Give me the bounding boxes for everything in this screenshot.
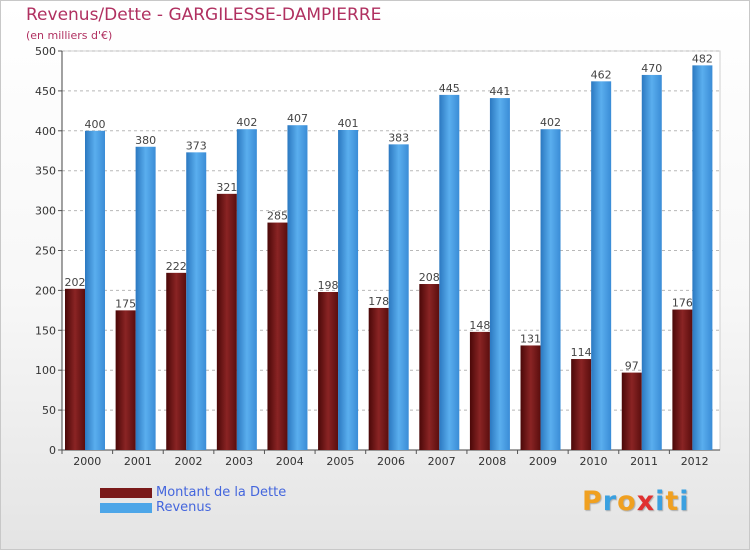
x-tick-label: 2007	[428, 455, 456, 468]
bar-dette	[65, 288, 85, 450]
proxiti-logo: Proxiti	[582, 486, 690, 517]
label-revenus: 482	[692, 52, 713, 65]
chart-subtitle: (en milliers d'€)	[26, 29, 113, 42]
logo-letter: t	[665, 486, 680, 517]
label-dette: 222	[166, 260, 187, 273]
legend-swatch-revenus	[100, 503, 152, 513]
x-tick-label: 2003	[225, 455, 253, 468]
bar-revenus	[591, 81, 612, 450]
bar-dette	[368, 307, 389, 450]
bar-revenus	[85, 130, 105, 451]
y-tick-label: 100	[35, 364, 56, 377]
logo-letter: r	[602, 486, 618, 517]
bar-dette	[318, 291, 339, 450]
legend-swatch-dette	[100, 488, 152, 498]
bar-revenus	[287, 125, 308, 451]
bar-dette	[267, 222, 288, 450]
label-revenus: 373	[186, 139, 207, 152]
label-dette: 148	[469, 319, 490, 332]
x-tick-label: 2004	[276, 455, 304, 468]
bar-revenus	[236, 129, 257, 451]
y-tick-label: 0	[49, 444, 56, 457]
bar-revenus	[388, 144, 409, 450]
bar-dette	[419, 284, 440, 450]
legend-label-dette: Montant de la Dette	[156, 485, 287, 500]
label-revenus: 383	[388, 131, 409, 144]
y-tick-label: 300	[35, 205, 56, 218]
bar-dette	[166, 272, 187, 450]
x-tick-label: 2012	[681, 455, 709, 468]
y-tick-label: 50	[42, 404, 56, 417]
x-tick-label: 2006	[377, 455, 405, 468]
x-tick-label: 2000	[73, 455, 101, 468]
label-dette: 131	[520, 332, 541, 345]
y-tick-label: 400	[35, 125, 56, 138]
logo-letter: x	[636, 486, 656, 517]
label-dette: 285	[267, 210, 288, 223]
label-dette: 198	[318, 279, 339, 292]
label-revenus: 380	[135, 134, 156, 147]
bar-dette	[571, 359, 592, 450]
label-dette: 97	[625, 360, 639, 373]
label-revenus: 402	[236, 116, 257, 129]
bar-revenus	[540, 129, 561, 451]
logo-letter: i	[679, 486, 690, 517]
label-dette: 178	[368, 295, 389, 308]
label-dette: 176	[672, 297, 693, 310]
x-tick-label: 2008	[478, 455, 506, 468]
y-tick-label: 250	[35, 245, 56, 258]
label-revenus: 445	[439, 82, 460, 95]
bar-revenus	[489, 98, 510, 450]
label-dette: 321	[216, 181, 237, 194]
label-revenus: 470	[641, 62, 662, 75]
x-tick-label: 2001	[124, 455, 152, 468]
bar-revenus	[338, 130, 359, 450]
bar-dette	[672, 309, 693, 450]
label-dette: 175	[115, 297, 136, 310]
bar-revenus	[439, 94, 460, 450]
label-revenus: 402	[540, 116, 561, 129]
y-tick-label: 150	[35, 324, 56, 337]
x-tick-label: 2005	[326, 455, 354, 468]
x-tick-label: 2010	[579, 455, 607, 468]
bar-dette	[520, 345, 541, 450]
x-tick-label: 2002	[175, 455, 203, 468]
x-tick-label: 2011	[630, 455, 658, 468]
logo-letter: i	[655, 486, 666, 517]
label-revenus: 441	[489, 85, 510, 98]
y-tick-label: 200	[35, 284, 56, 297]
bar-revenus	[641, 74, 662, 450]
chart-title: Revenus/Dette - GARGILESSE-DAMPIERRE	[26, 5, 382, 25]
logo-letter: o	[617, 486, 637, 517]
label-dette: 114	[571, 346, 592, 359]
y-tick-label: 350	[35, 165, 56, 178]
bar-dette	[216, 193, 237, 451]
label-revenus: 401	[338, 117, 359, 130]
label-revenus: 462	[591, 68, 612, 81]
bar-revenus	[692, 65, 713, 450]
y-tick-label: 500	[35, 45, 56, 58]
bar-dette	[115, 310, 136, 450]
bar-revenus	[186, 152, 207, 450]
x-tick-label: 2009	[529, 455, 557, 468]
y-tick-label: 450	[35, 85, 56, 98]
label-dette: 202	[65, 276, 86, 289]
label-revenus: 400	[85, 118, 106, 131]
label-revenus: 407	[287, 112, 308, 125]
bar-dette	[469, 331, 490, 450]
bar-revenus	[135, 146, 156, 450]
legend-label-revenus: Revenus	[156, 500, 212, 515]
bar-dette	[621, 372, 642, 450]
logo-letter: P	[582, 486, 603, 517]
label-dette: 208	[419, 271, 440, 284]
